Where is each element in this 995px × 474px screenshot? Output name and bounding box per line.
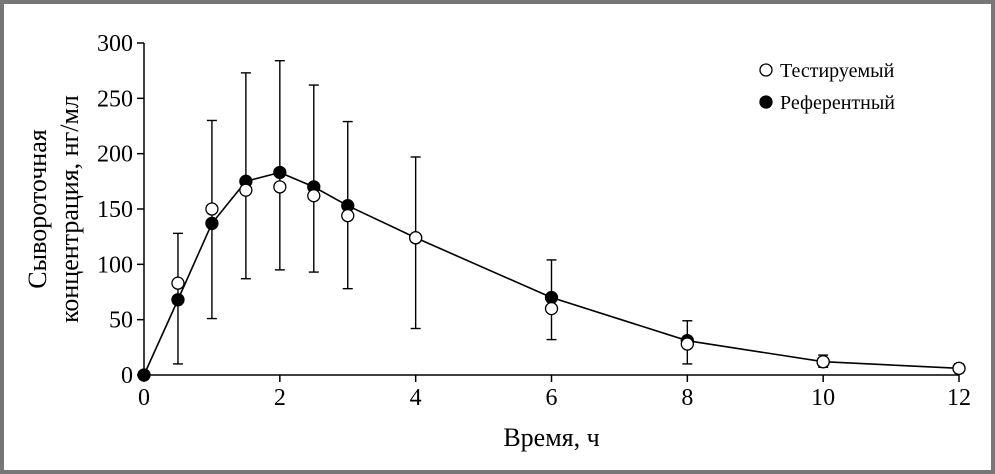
legend: Тестируемый Референтный xyxy=(759,60,895,114)
point-reference xyxy=(273,165,287,180)
y-tick-label: 100 xyxy=(97,252,133,278)
point-reference xyxy=(137,368,151,382)
y-tick-label: 250 xyxy=(97,86,133,112)
point-test xyxy=(409,231,423,245)
legend-label-test: Тестируемый xyxy=(780,60,895,82)
y-tick-label: 200 xyxy=(97,142,133,168)
point-test xyxy=(680,337,694,351)
x-tick-label: 6 xyxy=(546,385,558,411)
point-test xyxy=(239,183,253,197)
x-axis-label: Время, ч xyxy=(503,423,599,452)
x-tick-label: 4 xyxy=(410,385,422,411)
x-tick-label: 8 xyxy=(681,385,693,411)
y-axis-label: Сывороточная концентрация, нг/мл xyxy=(23,95,84,323)
point-test xyxy=(816,355,830,369)
point-test xyxy=(341,208,355,223)
error-bar xyxy=(308,84,319,273)
x-tick-label: 2 xyxy=(274,385,286,411)
point-test xyxy=(544,301,559,316)
x-tick-label: 10 xyxy=(811,385,835,411)
y-ticks: 0 50 100 150 200 250 300 xyxy=(97,31,144,389)
x-tick-label: 12 xyxy=(947,385,971,411)
point-test xyxy=(205,202,219,216)
y-axis-label-line-1: Сывороточная xyxy=(23,129,52,288)
axes: 0 2 4 6 8 10 12 0 50 100 150 200 250 300 xyxy=(97,31,971,411)
y-tick-label: 300 xyxy=(97,31,133,57)
series-line-reference xyxy=(143,171,960,376)
point-reference xyxy=(205,216,219,231)
x-ticks: 0 2 4 6 8 10 12 xyxy=(138,375,971,411)
legend-label-reference: Референтный xyxy=(780,92,895,114)
y-tick-label: 50 xyxy=(109,308,133,334)
error-bar xyxy=(274,60,285,271)
point-test xyxy=(952,361,966,376)
y-tick-label: 150 xyxy=(97,197,133,223)
point-test xyxy=(273,180,287,194)
y-tick-label: 0 xyxy=(121,363,133,389)
point-reference xyxy=(171,293,185,307)
x-tick-label: 0 xyxy=(138,385,150,411)
legend-marker-reference xyxy=(759,95,773,109)
y-axis-label-line-2: концентрация, нг/мл xyxy=(55,95,84,323)
point-reference xyxy=(544,290,559,305)
point-test xyxy=(307,189,321,203)
legend-marker-test xyxy=(759,63,773,77)
point-test xyxy=(171,276,185,290)
markers xyxy=(137,165,966,382)
